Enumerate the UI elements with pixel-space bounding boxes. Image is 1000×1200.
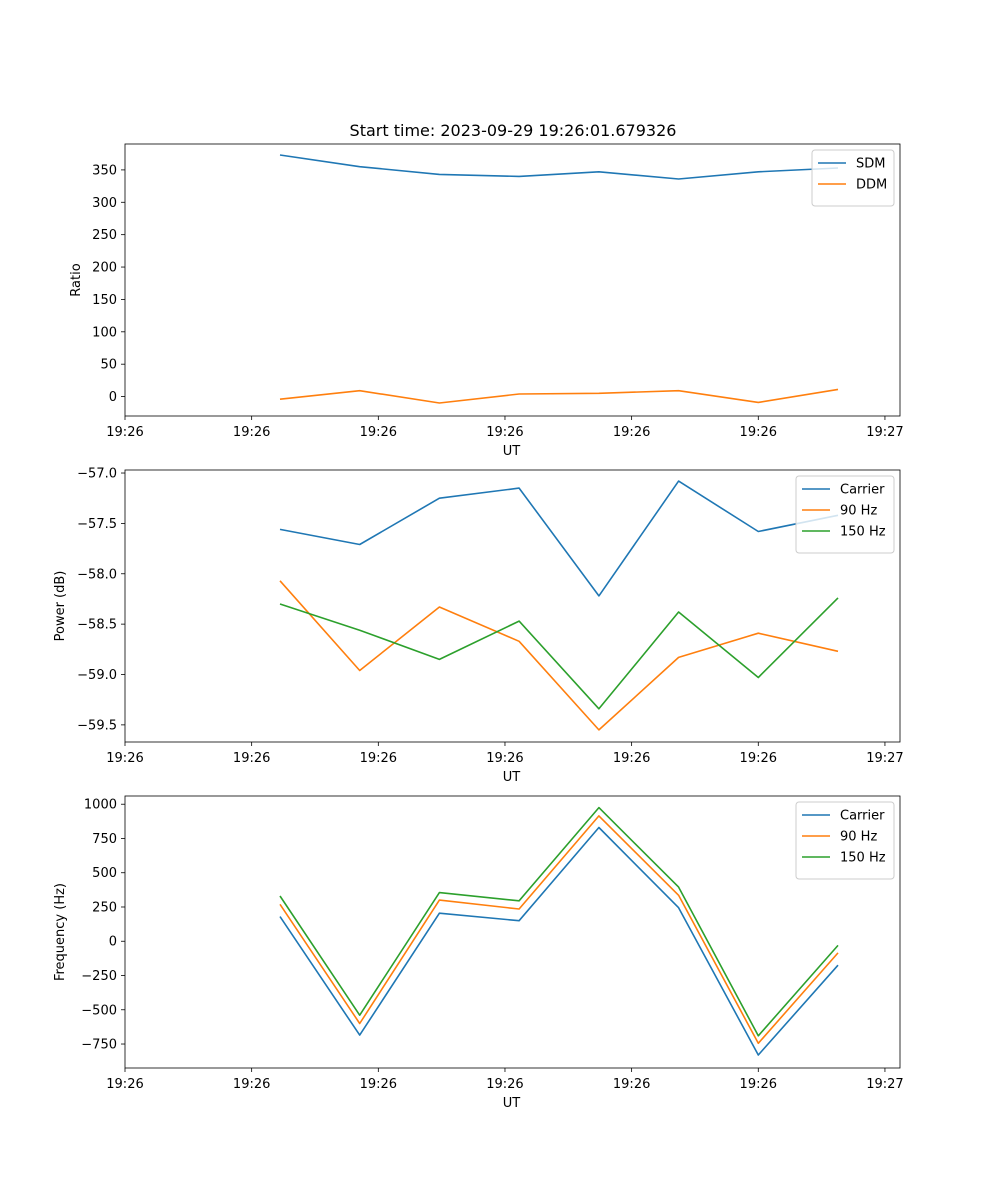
plot-frame — [124, 795, 901, 1069]
series-line-150-hz — [279, 806, 839, 1037]
series-line-sdm — [279, 154, 839, 180]
x-tick-label: 19:26 — [106, 425, 143, 440]
figure-title: Start time: 2023-09-29 19:26:01.679326 — [350, 121, 677, 140]
legend-label: 90 Hz — [840, 504, 877, 519]
y-tick-label: 750 — [92, 832, 117, 847]
x-tick-label: 19:26 — [613, 425, 650, 440]
x-tick-label: 19:27 — [866, 425, 903, 440]
x-tick-label: 19:26 — [106, 1077, 143, 1092]
plot-2: 19:26 19:26 19:26 19:26 19:26 19:26 19:27 UT −59… — [53, 467, 904, 785]
y-tick-label: 300 — [92, 196, 117, 211]
x-tick-label: 19:26 — [360, 751, 397, 766]
x-axis-label: UT — [503, 1096, 521, 1111]
series-line-carrier — [279, 826, 839, 1056]
legend-label: SDM — [856, 157, 885, 172]
y-tick-label: −58.0 — [77, 567, 117, 582]
y-tick-label: 250 — [92, 228, 117, 243]
y-tick-label: 0 — [109, 390, 117, 405]
plot-frame — [124, 143, 901, 417]
x-tick-label: 19:26 — [486, 425, 523, 440]
x-tick-label: 19:26 — [360, 425, 397, 440]
y-tick-label: 150 — [92, 293, 117, 308]
y-tick-label: −750 — [81, 1038, 117, 1053]
legend-label: 90 Hz — [840, 830, 877, 845]
x-tick-label: 19:26 — [233, 1077, 270, 1092]
legend: Carrier 90 Hz 150 Hz — [795, 801, 895, 880]
y-tick-label: −58.5 — [77, 618, 117, 633]
legend-label: 150 Hz — [840, 851, 886, 866]
series-line-90-hz — [279, 580, 839, 731]
legend-label: Carrier — [840, 483, 885, 498]
x-tick-label: 19:26 — [740, 425, 777, 440]
x-tick-label: 19:26 — [613, 1077, 650, 1092]
y-tick-label: −250 — [81, 969, 117, 984]
legend-box — [795, 801, 895, 880]
y-tick-label: −57.5 — [77, 517, 117, 532]
y-tick-label: −57.0 — [77, 467, 117, 482]
y-tick-label: 350 — [92, 163, 117, 178]
y-tick-label: −59.0 — [77, 668, 117, 683]
y-axis-label: Frequency (Hz) — [53, 883, 68, 981]
x-tick-label: 19:26 — [486, 1077, 523, 1092]
plot-frame — [124, 469, 901, 743]
plot-1: 19:26 19:26 19:26 19:26 19:26 19:26 19:27 UT 0 50… — [69, 143, 904, 459]
x-tick-label: 19:27 — [866, 751, 903, 766]
x-tick-label: 19:26 — [740, 751, 777, 766]
y-tick-label: −500 — [81, 1003, 117, 1018]
x-tick-label: 19:26 — [740, 1077, 777, 1092]
legend-label: Carrier — [840, 809, 885, 824]
series-line-carrier — [279, 480, 839, 597]
x-tick-label: 19:26 — [106, 751, 143, 766]
legend-label: DDM — [856, 178, 887, 193]
legend: Carrier 90 Hz 150 Hz — [795, 475, 895, 554]
x-tick-label: 19:26 — [233, 425, 270, 440]
legend: SDM DDM — [811, 149, 895, 207]
y-tick-label: 200 — [92, 261, 117, 276]
x-tick-label: 19:27 — [866, 1077, 903, 1092]
series-line-150-hz — [279, 597, 839, 710]
y-tick-label: −59.5 — [77, 718, 117, 733]
y-axis-label: Ratio — [69, 263, 84, 296]
plot-3: 19:26 19:26 19:26 19:26 19:26 19:26 19:27 UT −75… — [53, 795, 904, 1111]
x-tick-label: 19:26 — [233, 751, 270, 766]
x-tick-label: 19:26 — [613, 751, 650, 766]
series-line-ddm — [279, 388, 839, 404]
series-line-90-hz — [279, 815, 839, 1045]
plots-container: 19:26 19:26 19:26 19:26 19:26 19:26 19:27 UT 0 50… — [53, 143, 904, 1111]
x-axis-label: UT — [503, 770, 521, 785]
y-axis-label: Power (dB) — [53, 571, 68, 642]
x-axis-label: UT — [503, 444, 521, 459]
x-tick-label: 19:26 — [360, 1077, 397, 1092]
y-tick-label: 50 — [100, 358, 117, 373]
y-tick-label: 500 — [92, 866, 117, 881]
y-tick-label: 0 — [109, 935, 117, 950]
y-tick-label: 250 — [92, 900, 117, 915]
y-tick-label: 1000 — [84, 798, 117, 813]
legend-box — [811, 149, 895, 207]
legend-box — [795, 475, 895, 554]
y-tick-label: 100 — [92, 325, 117, 340]
x-tick-label: 19:26 — [486, 751, 523, 766]
legend-label: 150 Hz — [840, 525, 886, 540]
